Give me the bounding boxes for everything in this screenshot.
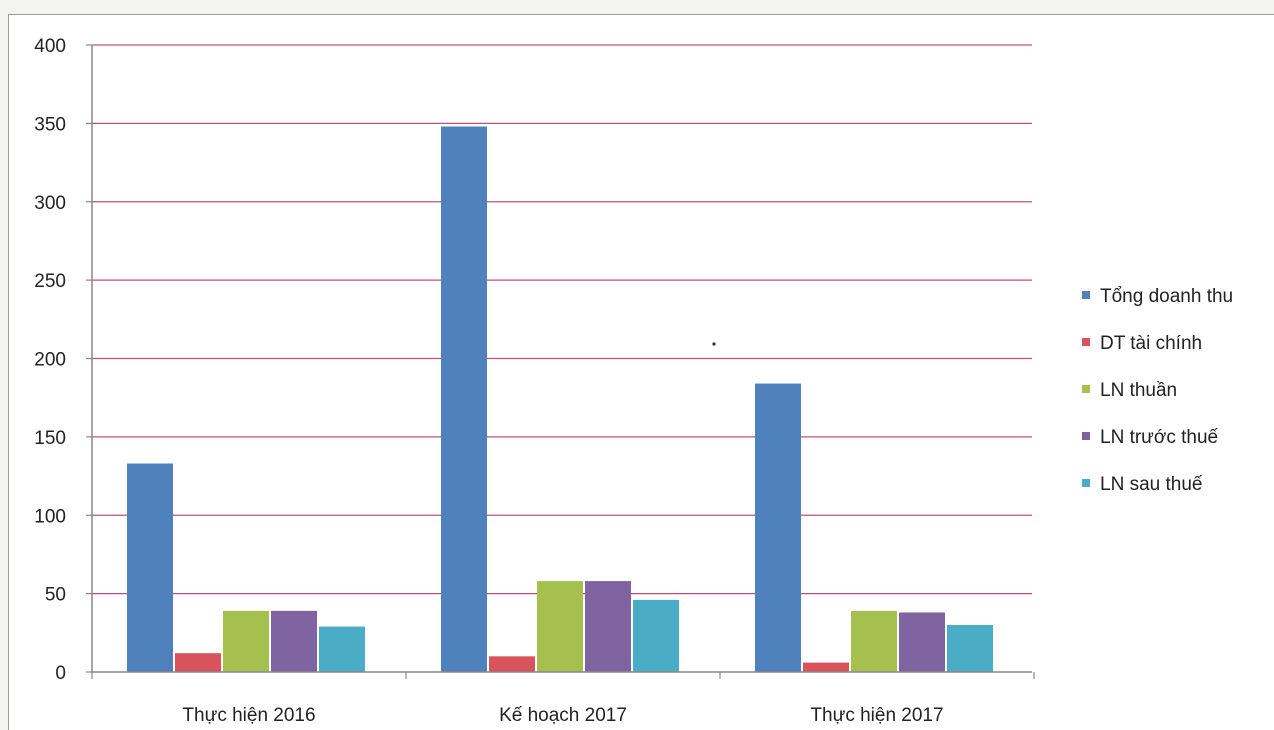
bar	[585, 581, 631, 672]
bar	[899, 612, 945, 672]
y-tick-label: 400	[34, 36, 66, 57]
bar	[537, 581, 583, 672]
bar	[851, 610, 897, 672]
y-tick-label: 350	[34, 114, 66, 135]
stray-dot	[712, 342, 716, 346]
x-category-label: Kế hoạch 2017	[499, 705, 627, 726]
y-tick-label: 150	[34, 428, 66, 449]
axes	[91, 45, 1032, 673]
legend-label: Tổng doanh thu	[1100, 286, 1233, 307]
legend-swatch	[1082, 338, 1090, 346]
bar	[803, 662, 849, 672]
y-tick-label: 50	[45, 585, 66, 606]
y-tick-label: 0	[55, 663, 66, 684]
y-tick-label: 200	[34, 350, 66, 371]
bar	[271, 610, 317, 672]
legend-swatch	[1082, 479, 1090, 487]
legend-label: LN thuần	[1100, 380, 1177, 401]
legend-swatch	[1082, 432, 1090, 440]
bars	[127, 126, 993, 672]
bar	[947, 624, 993, 672]
legend-swatch	[1082, 385, 1090, 393]
bar	[633, 599, 679, 672]
bar	[175, 653, 221, 672]
legend-label: LN trước thuế	[1100, 427, 1219, 448]
bar	[319, 626, 365, 672]
y-tick-label: 100	[34, 506, 66, 527]
legend-label: LN sau thuế	[1100, 474, 1203, 495]
bar	[489, 656, 535, 672]
bar	[127, 463, 173, 672]
x-category-label: Thực hiện 2016	[182, 705, 315, 726]
bar	[223, 610, 269, 672]
gridlines	[92, 44, 1032, 595]
legend: Tổng doanh thu DT tài chính LN thuần LN trư…	[712, 286, 1233, 495]
bar	[441, 126, 487, 672]
x-axis-categories: Thực hiện 2016 Kế hoạch 2017 Thực hiện 201…	[91, 672, 1035, 726]
legend-swatch	[1082, 291, 1090, 299]
x-category-label: Thực hiện 2017	[810, 705, 943, 726]
y-tick-label: 300	[34, 193, 66, 214]
y-axis-ticks: 0 50 100 150 200 250 300 350 400	[34, 36, 92, 684]
legend-label: DT tài chính	[1100, 333, 1202, 354]
bar	[755, 383, 801, 672]
y-tick-label: 250	[34, 271, 66, 292]
